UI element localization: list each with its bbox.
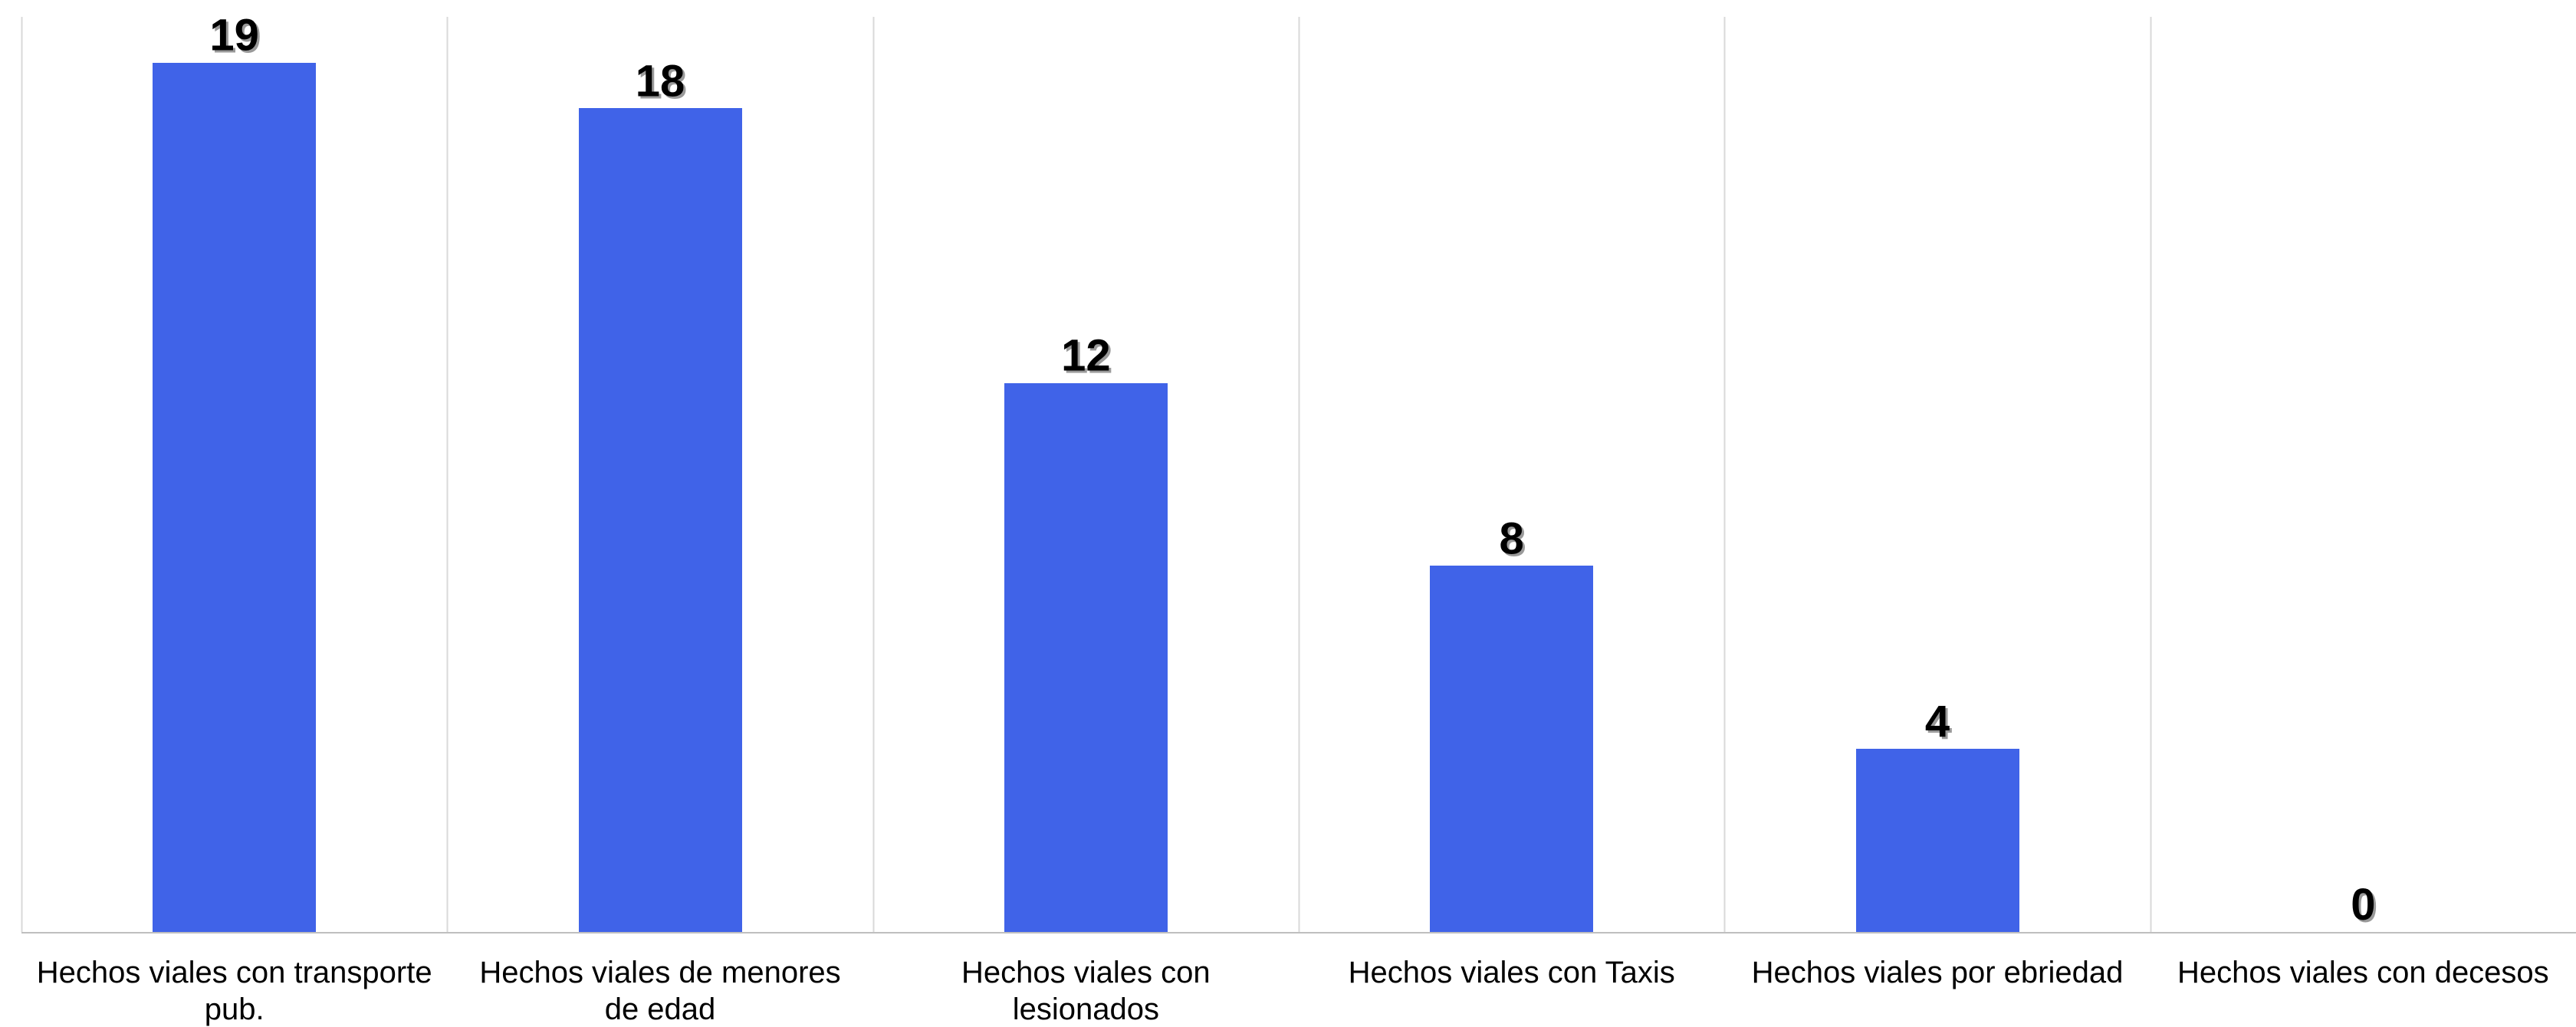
bar <box>153 63 316 932</box>
category-label-line: Hechos viales por ebriedad <box>1752 956 2124 989</box>
category-label-line: Hechos viales con <box>961 956 1211 989</box>
data-label: 8 <box>1500 514 1524 563</box>
data-label: 12 <box>1061 331 1111 381</box>
category-label: Hechos viales con lesionados <box>961 956 1211 1026</box>
data-label: 19 <box>209 11 259 61</box>
data-label-shadow: 4 <box>1927 699 1952 749</box>
category-label: Hechos viales con transporte pub. <box>37 956 432 1026</box>
gridlines <box>21 17 2152 932</box>
category-label: Hechos viales por ebriedad <box>1752 956 2124 989</box>
bar <box>1004 383 1168 932</box>
data-label-shadow: 0 <box>2353 882 2377 932</box>
data-label: 0 <box>2351 880 2375 930</box>
category-label-line: Hechos viales de menores <box>479 956 840 989</box>
category-label-line: Hechos viales con transporte <box>37 956 432 989</box>
data-label-shadow: 19 <box>212 13 261 63</box>
category-label-line: Hechos viales con Taxis <box>1349 956 1675 989</box>
bar <box>1856 749 2019 932</box>
bar <box>1430 566 1593 932</box>
bar <box>579 108 742 932</box>
data-label: 18 <box>636 56 685 106</box>
data-label: 4 <box>1925 697 1950 746</box>
data-label-shadow: 8 <box>1502 516 1526 566</box>
category-labels: Hechos viales con transporte pub.Hechos v… <box>37 956 2549 1026</box>
bars <box>153 63 2019 932</box>
data-label-shadow: 18 <box>638 58 688 108</box>
category-label: Hechos viales con Taxis <box>1349 956 1675 989</box>
data-label-shadow: 12 <box>1063 333 1113 383</box>
category-label-line: Hechos viales con decesos <box>2177 956 2549 989</box>
category-label: Hechos viales con decesos <box>2177 956 2549 989</box>
category-label-line: de edad <box>605 993 716 1026</box>
category-label-line: lesionados <box>1013 993 1159 1026</box>
category-label: Hechos viales de menores de edad <box>479 956 840 1026</box>
category-label-line: pub. <box>205 993 264 1026</box>
